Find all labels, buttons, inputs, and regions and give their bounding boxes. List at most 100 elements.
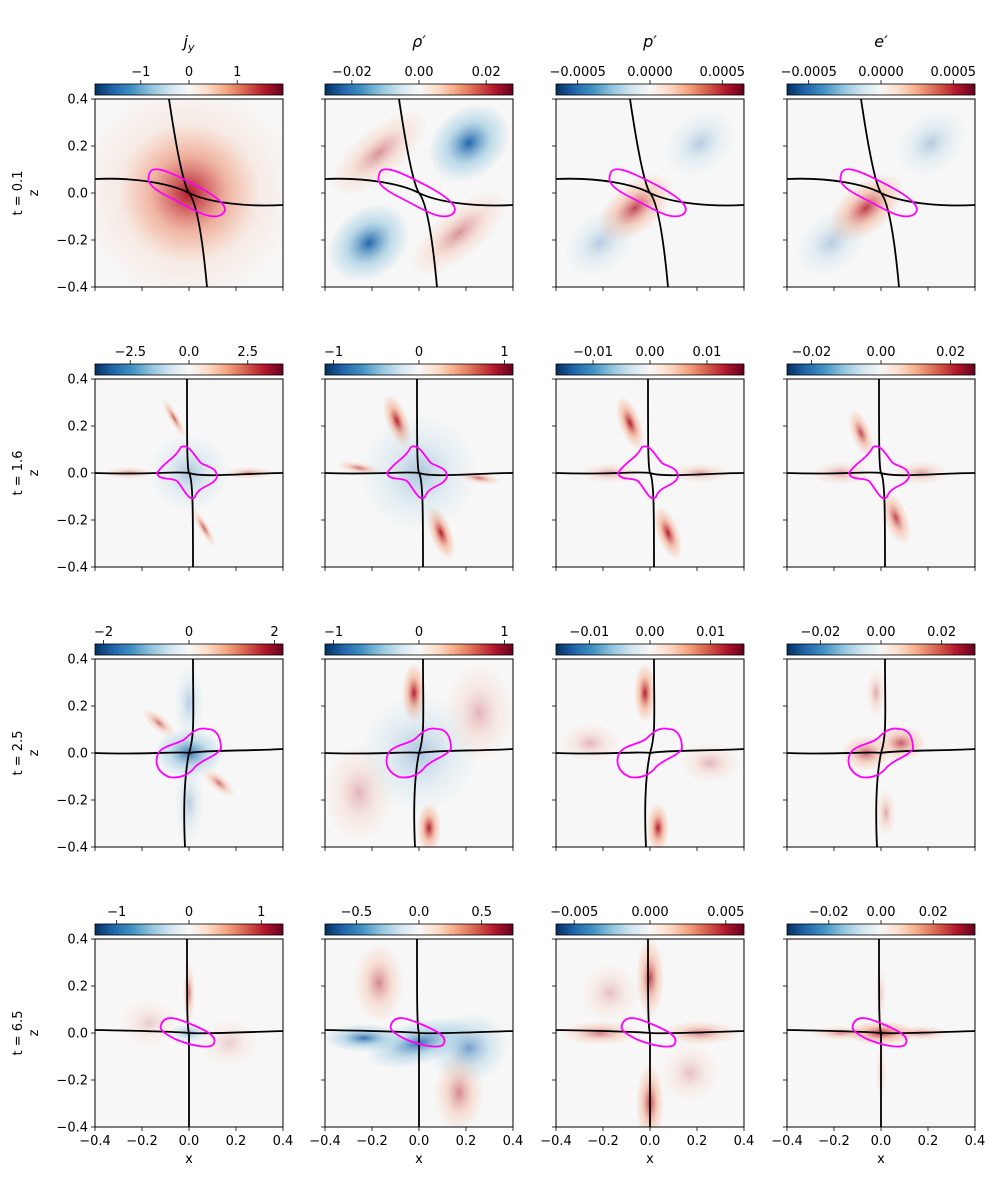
colorbar-tick-label: −0.5 bbox=[341, 905, 373, 920]
separatrix-line bbox=[787, 379, 975, 567]
colorbar-tick-label: 0.0000 bbox=[858, 65, 904, 80]
colorbar bbox=[94, 363, 284, 376]
row-label: t = 6.5 bbox=[11, 1011, 26, 1056]
magenta-contour bbox=[147, 168, 226, 218]
x-tick-label: 0.4 bbox=[273, 1134, 294, 1149]
heatmap-field bbox=[787, 99, 975, 287]
heatmap-field bbox=[556, 939, 744, 1127]
heatmap-field bbox=[95, 659, 283, 847]
colorbar-tick-label: 0.005 bbox=[707, 905, 744, 920]
separatrix-line bbox=[325, 659, 513, 847]
panel: −2 0 2 0.4 0.2 0.0 −0.2 −0.4 bbox=[56, 625, 284, 856]
colorbar-tick-label: 0.0 bbox=[409, 905, 430, 920]
heatmap-field bbox=[556, 379, 744, 567]
y-tick-label: 0.0 bbox=[67, 187, 88, 202]
colorbar-tick-label: 0.00 bbox=[636, 625, 665, 640]
colorbar-tick-label: 0 bbox=[415, 625, 423, 640]
colorbar-tick-label: 0.00 bbox=[405, 65, 434, 80]
x-tick-label: −0.4 bbox=[771, 1134, 803, 1149]
y-tick-label: −0.2 bbox=[56, 1074, 88, 1089]
colorbar-tick-label: −0.005 bbox=[550, 905, 598, 920]
colorbar bbox=[555, 83, 745, 96]
x-tick-label: −0.2 bbox=[587, 1134, 619, 1149]
colorbar-tick-label: −0.02 bbox=[791, 345, 831, 360]
magenta-contour bbox=[156, 445, 218, 500]
colorbar-tick-label: 0.02 bbox=[472, 65, 501, 80]
y-tick-label: 0.0 bbox=[67, 467, 88, 482]
colorbar bbox=[324, 923, 514, 936]
x-tick-label: 0.4 bbox=[503, 1134, 524, 1149]
colorbar-tick-label: 0.02 bbox=[936, 345, 965, 360]
separatrix-line bbox=[787, 99, 975, 287]
column-title-text: ρ′ bbox=[412, 32, 426, 51]
panel: −1 0 1 0.4 0.2 0.0 −0.2 −0.4 bbox=[56, 65, 284, 296]
colorbar-tick-label: 2.5 bbox=[237, 345, 258, 360]
colorbar-tick-label: 0.00 bbox=[867, 905, 896, 920]
x-axis-label: x bbox=[185, 1152, 193, 1167]
colorbar bbox=[324, 363, 514, 376]
colorbar bbox=[324, 643, 514, 656]
colorbar-tick-label: −0.02 bbox=[809, 905, 849, 920]
panel: −1 0 1 −0.4 −0.2 0.0 0.2 0.4 x 0.4 0.2 0.0 −0.2 −0.4 bbox=[56, 905, 293, 1167]
row-label: t = 1.6 bbox=[11, 451, 26, 496]
colorbar bbox=[555, 643, 745, 656]
heatmap-field bbox=[325, 939, 513, 1127]
x-axis-label: x bbox=[415, 1152, 423, 1167]
y-tick-label: 0.4 bbox=[67, 373, 88, 388]
x-tick-label: 0.2 bbox=[918, 1134, 939, 1149]
separatrix-line bbox=[556, 659, 744, 847]
panel: −0.5 0.0 0.5 −0.4 −0.2 0.0 0.2 0.4 x bbox=[309, 905, 523, 1167]
colorbar bbox=[555, 923, 745, 936]
column-title-subscript: y bbox=[187, 41, 195, 54]
magenta-contour bbox=[847, 727, 914, 779]
y-tick-label: −0.4 bbox=[56, 561, 88, 576]
row-label: t = 2.5 bbox=[11, 731, 26, 776]
heatmap-field bbox=[95, 379, 283, 567]
magenta-contour bbox=[851, 1017, 908, 1048]
colorbar-tick-label: 0.01 bbox=[696, 625, 725, 640]
y-tick-label: 0.2 bbox=[67, 700, 88, 715]
x-tick-label: −0.2 bbox=[818, 1134, 850, 1149]
heatmap-field bbox=[556, 99, 744, 287]
colorbar-tick-label: 0.0000 bbox=[627, 65, 673, 80]
colorbar-tick-label: 0.0 bbox=[179, 345, 200, 360]
y-axis-label: z bbox=[27, 469, 42, 476]
y-tick-label: −0.4 bbox=[56, 841, 88, 856]
colorbar-tick-label: 0 bbox=[415, 345, 423, 360]
y-tick-label: −0.4 bbox=[56, 281, 88, 296]
magenta-contour bbox=[386, 445, 448, 500]
y-tick-label: −0.4 bbox=[56, 1121, 88, 1136]
heatmap-field bbox=[787, 659, 975, 847]
column-title: e′ bbox=[874, 32, 888, 51]
y-tick-label: 0.2 bbox=[67, 980, 88, 995]
y-axis-label: z bbox=[27, 189, 42, 196]
separatrix-line bbox=[556, 99, 744, 287]
colorbar-tick-label: 0 bbox=[185, 625, 193, 640]
colorbar-tick-label: 0.01 bbox=[692, 345, 721, 360]
column-title-text: e′ bbox=[874, 32, 888, 51]
colorbar-tick-label: 0.00 bbox=[636, 345, 665, 360]
panel: −1 0 1 bbox=[321, 345, 514, 571]
column-title: p′ bbox=[642, 32, 657, 51]
separatrix-line bbox=[95, 379, 283, 567]
separatrix-line bbox=[787, 939, 975, 1127]
colorbar-tick-label: −0.0005 bbox=[549, 65, 605, 80]
colorbar bbox=[94, 83, 284, 96]
column-title-text: j bbox=[182, 32, 189, 51]
separatrix-line bbox=[325, 379, 513, 567]
colorbar bbox=[555, 363, 745, 376]
colorbar-tick-label: 0.00 bbox=[867, 345, 896, 360]
heatmap-field bbox=[325, 99, 513, 287]
column-title: jy bbox=[182, 32, 195, 54]
separatrix-line bbox=[95, 939, 283, 1127]
magenta-contour bbox=[839, 168, 918, 218]
magenta-contour bbox=[155, 727, 222, 779]
separatrix-line bbox=[325, 99, 513, 287]
colorbar-tick-label: 0.0005 bbox=[931, 65, 977, 80]
x-tick-label: 0.2 bbox=[687, 1134, 708, 1149]
magenta-contour bbox=[377, 168, 456, 218]
colorbar bbox=[94, 643, 284, 656]
panel: −0.0005 0.0000 0.0005 bbox=[780, 65, 977, 291]
y-axis-label: z bbox=[27, 749, 42, 756]
panel: −0.02 0.00 0.02 bbox=[783, 345, 976, 571]
